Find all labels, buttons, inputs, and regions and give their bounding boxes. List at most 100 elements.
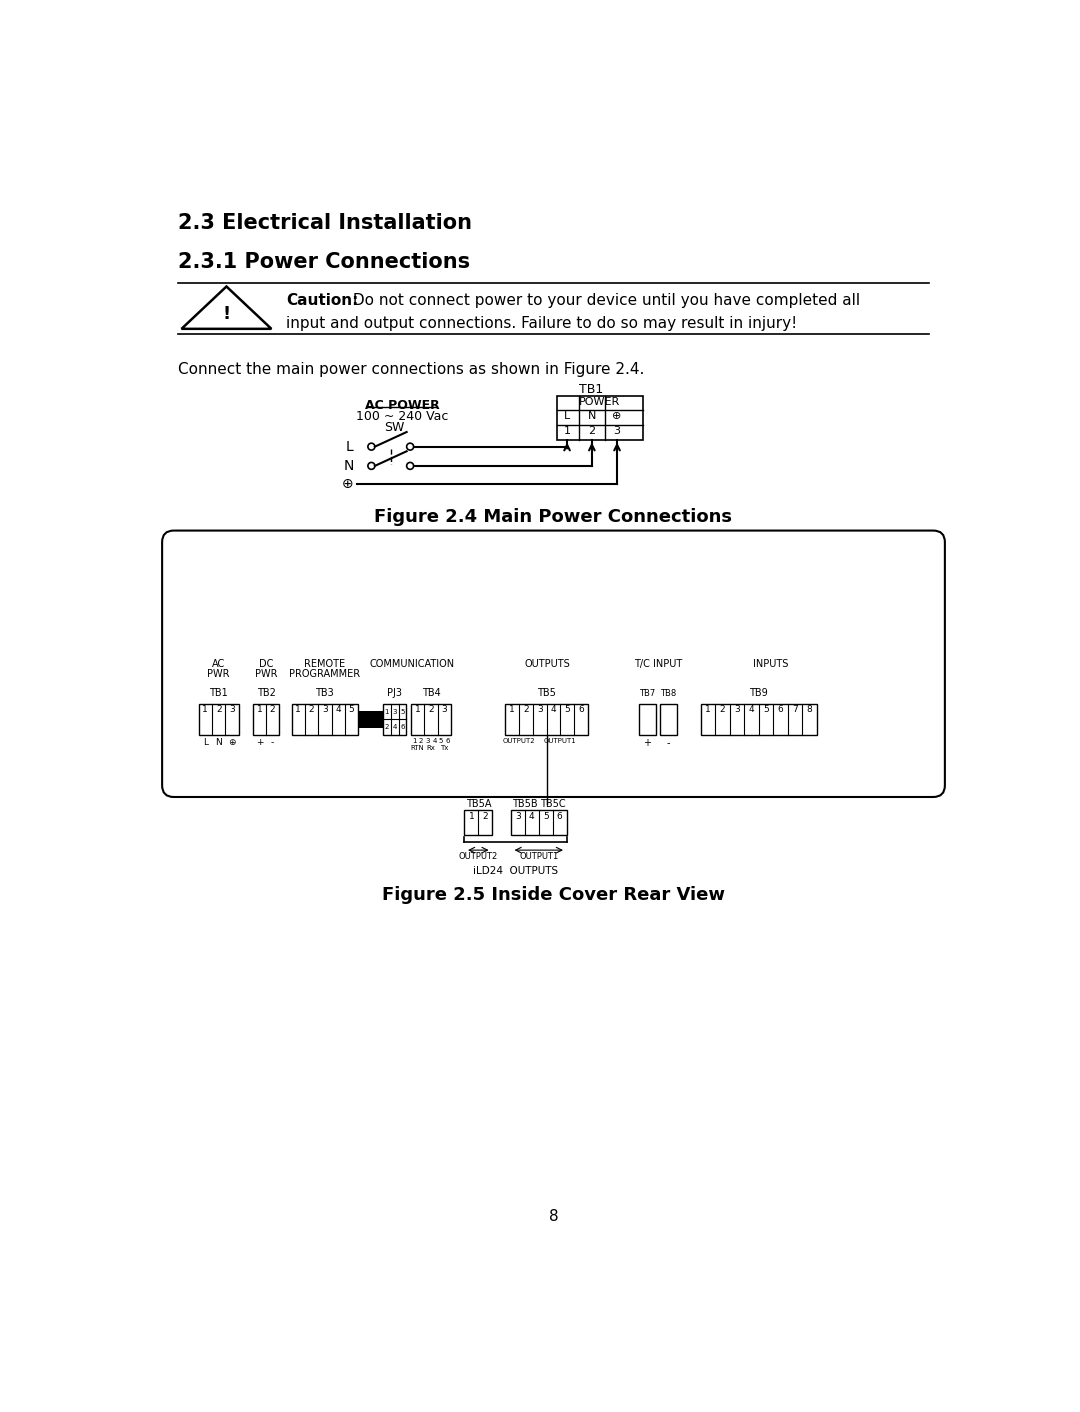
Text: Tx: Tx — [441, 744, 448, 751]
Text: 1: 1 — [384, 709, 389, 714]
Text: 6: 6 — [446, 737, 450, 744]
Text: 4: 4 — [432, 737, 436, 744]
Text: COMMUNICATION: COMMUNICATION — [369, 659, 455, 669]
Text: 5: 5 — [349, 706, 354, 714]
Text: 6: 6 — [557, 812, 563, 820]
Text: 1: 1 — [257, 706, 262, 714]
Text: 1: 1 — [295, 706, 301, 714]
Text: TB5A: TB5A — [465, 799, 491, 809]
Text: 1: 1 — [411, 737, 417, 744]
Text: 2: 2 — [483, 812, 488, 820]
Text: 5: 5 — [543, 812, 549, 820]
Text: 6: 6 — [778, 706, 784, 714]
Text: 8: 8 — [807, 706, 812, 714]
Text: 1: 1 — [564, 426, 570, 436]
Text: TB5: TB5 — [537, 688, 556, 698]
Text: 4: 4 — [392, 724, 396, 730]
Text: SW: SW — [384, 421, 405, 435]
Bar — [505, 703, 588, 734]
Text: ⊕: ⊕ — [228, 737, 235, 747]
Text: ⊕: ⊕ — [612, 411, 622, 421]
Text: TB3: TB3 — [315, 688, 334, 698]
Bar — [292, 703, 359, 734]
Text: TB5B: TB5B — [512, 799, 538, 809]
Text: L: L — [346, 439, 353, 453]
Text: N: N — [343, 459, 353, 473]
Text: TB7: TB7 — [639, 689, 656, 698]
Text: 4: 4 — [748, 706, 755, 714]
Text: 6: 6 — [400, 724, 405, 730]
Text: 4: 4 — [336, 706, 341, 714]
Text: 3: 3 — [322, 706, 327, 714]
Text: 3: 3 — [734, 706, 740, 714]
Text: 8: 8 — [549, 1209, 558, 1224]
Text: Caution:: Caution: — [286, 292, 359, 308]
Text: T/C INPUT: T/C INPUT — [634, 659, 683, 669]
Bar — [359, 710, 383, 727]
Bar — [511, 810, 567, 836]
Text: N: N — [215, 737, 222, 747]
Text: OUTPUTS: OUTPUTS — [525, 659, 570, 669]
Text: RTN: RTN — [410, 744, 424, 751]
Text: 5: 5 — [438, 737, 443, 744]
Text: 3: 3 — [613, 426, 621, 436]
Text: 5: 5 — [564, 706, 570, 714]
Text: OUTPUT1: OUTPUT1 — [544, 738, 577, 744]
Text: -: - — [271, 737, 274, 747]
Text: +: + — [256, 737, 264, 747]
Text: 6: 6 — [578, 706, 583, 714]
Text: DC: DC — [259, 659, 273, 669]
Bar — [638, 703, 656, 734]
Text: ⊕: ⊕ — [342, 477, 353, 491]
Text: 3: 3 — [537, 706, 542, 714]
Text: PROGRAMMER: PROGRAMMER — [289, 669, 361, 679]
Text: INPUTS: INPUTS — [753, 659, 788, 669]
Text: 1: 1 — [469, 812, 474, 820]
Text: TB4: TB4 — [421, 688, 441, 698]
Text: N: N — [588, 411, 596, 421]
Text: 1: 1 — [415, 706, 420, 714]
Text: PWR: PWR — [207, 669, 230, 679]
Bar — [410, 703, 451, 734]
Bar — [660, 703, 677, 734]
Text: iLD24  OUTPUTS: iLD24 OUTPUTS — [473, 866, 558, 875]
Text: TB1: TB1 — [579, 383, 603, 395]
Bar — [557, 395, 643, 441]
Text: Do not connect power to your device until you have completed all: Do not connect power to your device unti… — [348, 292, 861, 308]
Text: input and output connections. Failure to do so may result in injury!: input and output connections. Failure to… — [286, 316, 797, 330]
Text: 2: 2 — [309, 706, 314, 714]
Text: 3: 3 — [426, 737, 430, 744]
Text: 5: 5 — [764, 706, 769, 714]
Text: 2: 2 — [429, 706, 434, 714]
Bar — [199, 703, 239, 734]
Text: 1: 1 — [202, 706, 208, 714]
Text: 2.3 Electrical Installation: 2.3 Electrical Installation — [177, 213, 472, 233]
Text: Rx: Rx — [427, 744, 435, 751]
Text: TB2: TB2 — [257, 688, 275, 698]
Text: TB5C: TB5C — [540, 799, 566, 809]
Text: AC: AC — [212, 659, 226, 669]
Text: 3: 3 — [392, 709, 396, 714]
Text: 2: 2 — [589, 426, 595, 436]
Text: L: L — [203, 737, 207, 747]
Text: OUTPUT2: OUTPUT2 — [459, 853, 498, 861]
Text: PJ3: PJ3 — [387, 688, 402, 698]
Text: 3: 3 — [442, 706, 447, 714]
Text: PWR: PWR — [255, 669, 278, 679]
Text: Figure 2.5 Inside Cover Rear View: Figure 2.5 Inside Cover Rear View — [382, 885, 725, 904]
Text: POWER: POWER — [579, 397, 621, 407]
Text: OUTPUT2: OUTPUT2 — [503, 738, 536, 744]
Text: OUTPUT1: OUTPUT1 — [519, 853, 558, 861]
Text: 2: 2 — [719, 706, 726, 714]
Text: TB1: TB1 — [210, 688, 228, 698]
Text: Connect the main power connections as shown in Figure 2.4.: Connect the main power connections as sh… — [177, 361, 644, 377]
Text: +: + — [644, 738, 651, 748]
Text: 2: 2 — [216, 706, 221, 714]
Text: 2.3.1 Power Connections: 2.3.1 Power Connections — [177, 251, 470, 273]
Text: 3: 3 — [515, 812, 521, 820]
Text: TB9: TB9 — [750, 688, 768, 698]
Text: 4: 4 — [551, 706, 556, 714]
Text: 2: 2 — [419, 737, 423, 744]
Text: REMOTE: REMOTE — [305, 659, 346, 669]
Text: -: - — [666, 738, 670, 748]
